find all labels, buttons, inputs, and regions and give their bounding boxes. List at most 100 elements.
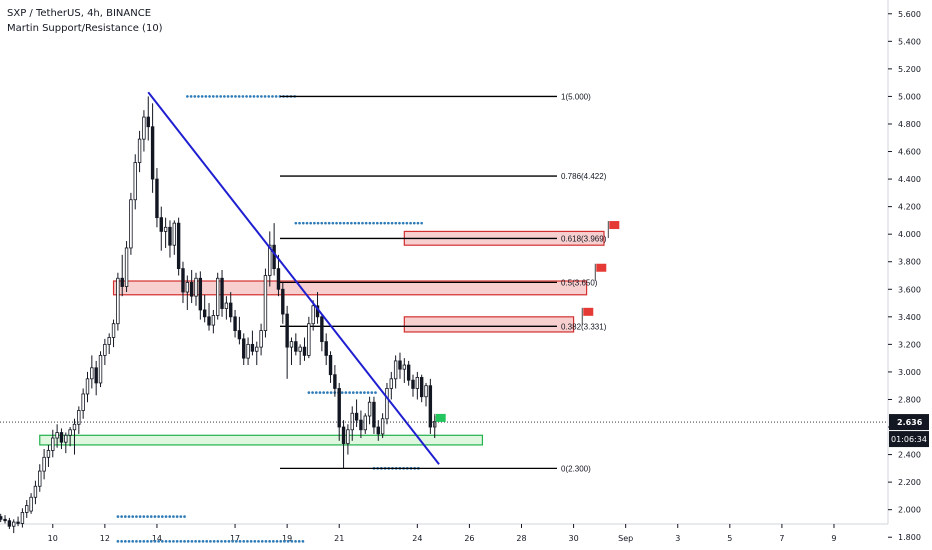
bar-countdown: 01:06:34: [891, 435, 927, 444]
fib-level-label: 0(2.300): [561, 464, 591, 473]
candle-body: [68, 429, 72, 436]
y-tick-label: 3.000: [898, 368, 921, 377]
candle-body: [33, 485, 38, 498]
candle-body: [380, 418, 385, 435]
x-tick-label: 30: [568, 534, 578, 543]
support-zone: [39, 434, 484, 446]
y-tick-label: 3.400: [898, 313, 921, 322]
candle-body: [81, 393, 85, 411]
candle-body: [289, 341, 294, 348]
resistance-zone: [112, 280, 588, 296]
candle-body: [163, 226, 168, 232]
candle-body: [181, 268, 185, 293]
candle-body: [172, 222, 176, 246]
x-tick-label: Sep: [618, 534, 633, 543]
candle-body: [389, 378, 393, 389]
candle-body: [367, 401, 372, 417]
candle-body: [38, 470, 42, 487]
candle-body: [72, 423, 77, 431]
y-tick-label: 2.200: [898, 478, 921, 487]
candle-body: [29, 496, 33, 512]
candle-body: [12, 521, 16, 527]
candle-body: [176, 222, 181, 270]
candle-body: [120, 277, 124, 287]
y-tick-label: 5.000: [898, 92, 921, 101]
candle-body: [185, 281, 190, 293]
y-tick-label: 5.600: [898, 10, 921, 19]
candle-body: [242, 338, 246, 359]
candle-body: [229, 302, 233, 318]
red-flag-icon: [596, 263, 607, 272]
candle-body: [281, 288, 285, 315]
candle-body: [268, 244, 272, 276]
candle-body: [320, 316, 324, 343]
y-tick-label: 5.400: [898, 37, 921, 46]
red-flag-icon: [583, 307, 594, 316]
candle-body: [189, 281, 194, 297]
fib-level-label: 0.5(3.650): [561, 278, 598, 287]
candle-body: [428, 385, 433, 428]
candle-body: [276, 268, 281, 290]
candle-body: [107, 337, 111, 345]
fib-level-label: 1(5.000): [561, 92, 591, 101]
candle-body: [16, 521, 20, 524]
resistance-zone: [403, 316, 575, 333]
candle-body: [350, 412, 354, 431]
candle-body: [250, 343, 255, 352]
candle-body: [198, 277, 203, 311]
fib-level-label: 0.382(3.331): [561, 322, 607, 331]
chart-header: SXP / TetherUS, 4h, BINANCE Martin Suppo…: [7, 6, 163, 36]
y-tick-label: 4.000: [898, 230, 921, 239]
candle-body: [393, 360, 398, 380]
candle-body: [85, 378, 90, 395]
candle-body: [137, 138, 142, 163]
candle-body: [133, 162, 137, 201]
indicator-label[interactable]: Martin Support/Resistance (10): [7, 23, 163, 34]
candle-body: [94, 367, 98, 384]
candle-body: [376, 426, 380, 435]
candle-body: [111, 323, 116, 338]
candle-body: [263, 275, 268, 331]
candle-body: [272, 244, 276, 270]
descending-trendline: [147, 91, 440, 465]
candle-body: [311, 305, 315, 325]
candle-body: [363, 415, 367, 431]
candle-body: [324, 341, 328, 356]
y-tick-label: 3.800: [898, 258, 921, 267]
x-tick-label: 12: [100, 534, 110, 543]
candle-body: [116, 277, 120, 325]
candle-body: [215, 277, 220, 316]
candle-body: [237, 330, 242, 340]
current-price-tag: [889, 414, 929, 431]
candle-body: [168, 226, 172, 246]
y-tick-label: 5.200: [898, 65, 921, 74]
y-tick-label: 2.400: [898, 451, 921, 460]
candle-body: [341, 426, 346, 444]
candle-body: [7, 520, 12, 527]
candle-body: [0, 516, 3, 520]
candle-body: [224, 302, 229, 309]
candle-body: [129, 199, 133, 249]
y-tick-label: 4.200: [898, 203, 921, 212]
fib-level-label: 0.618(3.969): [561, 234, 607, 243]
candle-body: [302, 346, 307, 356]
x-tick-label: 19: [282, 534, 292, 543]
symbol-title[interactable]: SXP / TetherUS, 4h, BINANCE: [7, 8, 152, 19]
y-tick-label: 1.800: [898, 533, 921, 542]
candle-body: [220, 277, 224, 309]
candle-body: [202, 309, 207, 318]
candle-body: [328, 354, 333, 376]
candle-body: [419, 377, 424, 398]
candle-body: [298, 346, 302, 352]
current-price-value: 2.636: [897, 418, 923, 427]
y-tick-label: 4.600: [898, 148, 921, 157]
candle-body: [25, 505, 29, 513]
candle-body: [385, 388, 389, 420]
candle-body: [398, 360, 402, 370]
candle-body: [98, 354, 103, 384]
y-tick-label: 3.600: [898, 285, 921, 294]
x-tick-label: 7: [779, 534, 784, 543]
candle-body: [255, 346, 259, 352]
